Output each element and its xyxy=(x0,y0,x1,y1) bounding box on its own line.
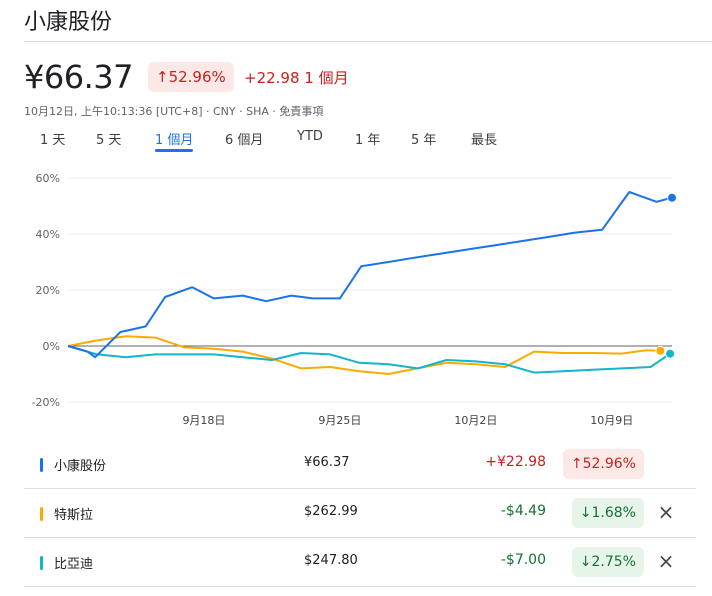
series-line xyxy=(67,345,671,374)
legend-percent-badge: ↓2.75% xyxy=(571,547,644,577)
legend-price: $247.80 xyxy=(304,553,358,568)
series-line xyxy=(67,335,661,375)
row-divider xyxy=(24,488,696,489)
x-tick-label: 10月9日 xyxy=(590,414,633,427)
remove-comparison-icon[interactable]: × xyxy=(657,500,675,524)
active-tab-indicator xyxy=(155,149,193,152)
comparison-chart[interactable]: 60% 40% 20% 0% -20% 9月18日 9月25日 10月2日 10月9日 xyxy=(0,165,712,430)
legend-price: $262.99 xyxy=(304,504,358,519)
legend-change: +¥22.98 xyxy=(485,454,546,470)
divider xyxy=(24,41,712,42)
legend-change: -$7.00 xyxy=(500,552,546,568)
y-tick-label: 60% xyxy=(36,172,60,185)
tab-ytd[interactable]: YTD xyxy=(297,129,323,144)
legend-percent-badge: ↑52.96% xyxy=(562,449,644,479)
y-tick-label: 0% xyxy=(43,340,60,353)
x-tick-label: 9月25日 xyxy=(318,414,361,427)
series-color-marker xyxy=(40,507,43,521)
legend-change: -$4.49 xyxy=(500,503,546,519)
series-end-point xyxy=(665,348,676,359)
x-tick-label: 9月18日 xyxy=(182,414,225,427)
legend-row-tesla[interactable]: 特斯拉 $262.99 -$4.49 ↓1.68% × xyxy=(24,489,696,537)
stock-title: 小康股份 xyxy=(24,10,113,35)
legend-row-xiaokang[interactable]: 小康股份 ¥66.37 +¥22.98 ↑52.96% xyxy=(24,440,696,488)
series-line xyxy=(67,191,673,359)
tab-5-years[interactable]: 5 年 xyxy=(411,133,437,148)
series-color-marker xyxy=(40,556,43,570)
quote-meta: 10月12日, 上午10:13:36 [UTC+8] · CNY · SHA ·… xyxy=(24,105,324,118)
series-end-point xyxy=(667,192,677,203)
current-price: ¥66.37 xyxy=(24,58,133,96)
legend-name: 小康股份 xyxy=(54,459,107,474)
row-divider xyxy=(24,586,696,587)
row-divider xyxy=(24,537,696,538)
tab-1-month[interactable]: 1 個月 xyxy=(155,133,194,148)
change-percent-badge: ↑52.96% xyxy=(148,62,234,92)
series-color-marker xyxy=(40,458,43,472)
legend-price: ¥66.37 xyxy=(304,455,350,470)
tab-5-days[interactable]: 5 天 xyxy=(96,133,122,148)
legend-name: 比亞迪 xyxy=(54,557,94,572)
legend-row-byd[interactable]: 比亞迪 $247.80 -$7.00 ↓2.75% × xyxy=(24,538,696,586)
remove-comparison-icon[interactable]: × xyxy=(657,549,675,573)
x-tick-label: 10月2日 xyxy=(454,414,497,427)
tab-max[interactable]: 最長 xyxy=(471,133,498,148)
tab-1-day[interactable]: 1 天 xyxy=(40,133,66,148)
change-absolute: +22.98 1 個月 xyxy=(244,69,349,87)
y-tick-label: 20% xyxy=(36,284,60,297)
legend-percent-badge: ↓1.68% xyxy=(571,498,644,528)
series-end-point xyxy=(655,345,666,356)
y-tick-label: -20% xyxy=(32,396,60,409)
tab-1-year[interactable]: 1 年 xyxy=(355,133,381,148)
legend-name: 特斯拉 xyxy=(54,508,94,523)
tab-6-months[interactable]: 6 個月 xyxy=(225,133,264,148)
y-tick-label: 40% xyxy=(36,228,60,241)
